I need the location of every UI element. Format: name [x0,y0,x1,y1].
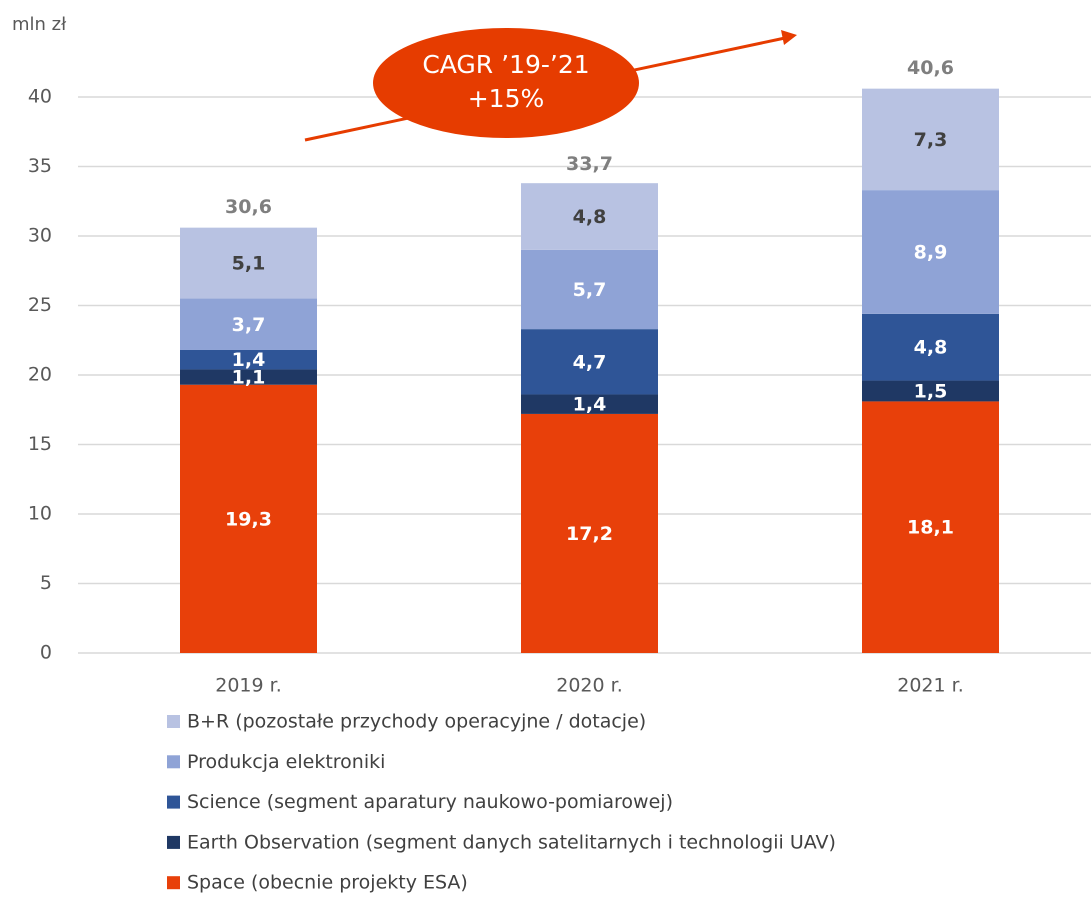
data-label: 4,8 [914,337,948,359]
data-label: 1,1 [232,367,266,389]
data-label: 1,5 [914,380,948,402]
bar-segment [862,313,999,381]
x-tick-label: 2021 r. [897,675,964,697]
data-label: 19,3 [225,508,272,530]
y-tick-label: 30 [28,225,52,247]
bar-segment [862,190,999,314]
legend-swatch [167,835,180,849]
data-label: 7,3 [914,129,948,151]
total-label: 33,7 [566,153,613,175]
bar-segment [180,349,317,370]
data-label: 8,9 [914,241,948,263]
bar-segment [521,394,658,414]
bar-segment [521,329,658,395]
y-tick-label: 10 [28,503,52,525]
data-label: 17,2 [566,523,613,545]
legend-label: Earth Observation (segment danych sateli… [187,831,836,853]
annotation-text: CAGR ’19-’21 [422,50,589,79]
x-tick-label: 2019 r. [215,675,282,697]
y-tick-label: 35 [28,155,52,177]
y-tick-label: 25 [28,294,52,316]
annotation-bubble [373,28,639,138]
y-tick-label: 5 [40,572,52,594]
total-label: 30,6 [225,196,272,218]
bar-segment [862,380,999,402]
annotation-arrowhead [781,30,797,45]
y-tick-label: 40 [28,86,52,108]
x-tick-label: 2020 r. [556,675,623,697]
y-tick-label: 15 [28,433,52,455]
legend-swatch [167,755,180,769]
bar-segment [180,384,317,653]
bar-segment [180,227,317,299]
data-label: 1,4 [573,394,607,416]
bar-segment [862,88,999,191]
legend-label: Science (segment aparatury naukowo-pomia… [187,791,673,813]
data-label: 1,4 [232,349,266,371]
data-label: 18,1 [907,517,954,539]
total-label: 40,6 [907,57,954,79]
bar-segment [521,413,658,653]
y-tick-label: 0 [40,642,52,664]
bar-segment [521,183,658,250]
data-label: 4,7 [573,351,607,373]
annotation-text: +15% [468,84,545,113]
y-tick-label: 20 [28,364,52,386]
data-label: 4,8 [573,206,607,228]
legend-label: Produkcja elektroniki [187,751,385,773]
data-label: 3,7 [232,314,266,336]
legend-label: Space (obecnie projekty ESA) [187,872,468,894]
legend-swatch [167,715,180,728]
bar-segment [180,369,317,385]
data-label: 5,7 [573,279,607,301]
legend-label: B+R (pozostałe przychody operacyjne / do… [187,711,646,733]
bar-segment [521,249,658,330]
data-label: 5,1 [232,253,266,275]
bar-segment [862,401,999,653]
bar-segment [180,298,317,350]
y-axis-label: mln zł [12,14,67,35]
legend-swatch [167,795,180,809]
legend-swatch [167,876,180,890]
